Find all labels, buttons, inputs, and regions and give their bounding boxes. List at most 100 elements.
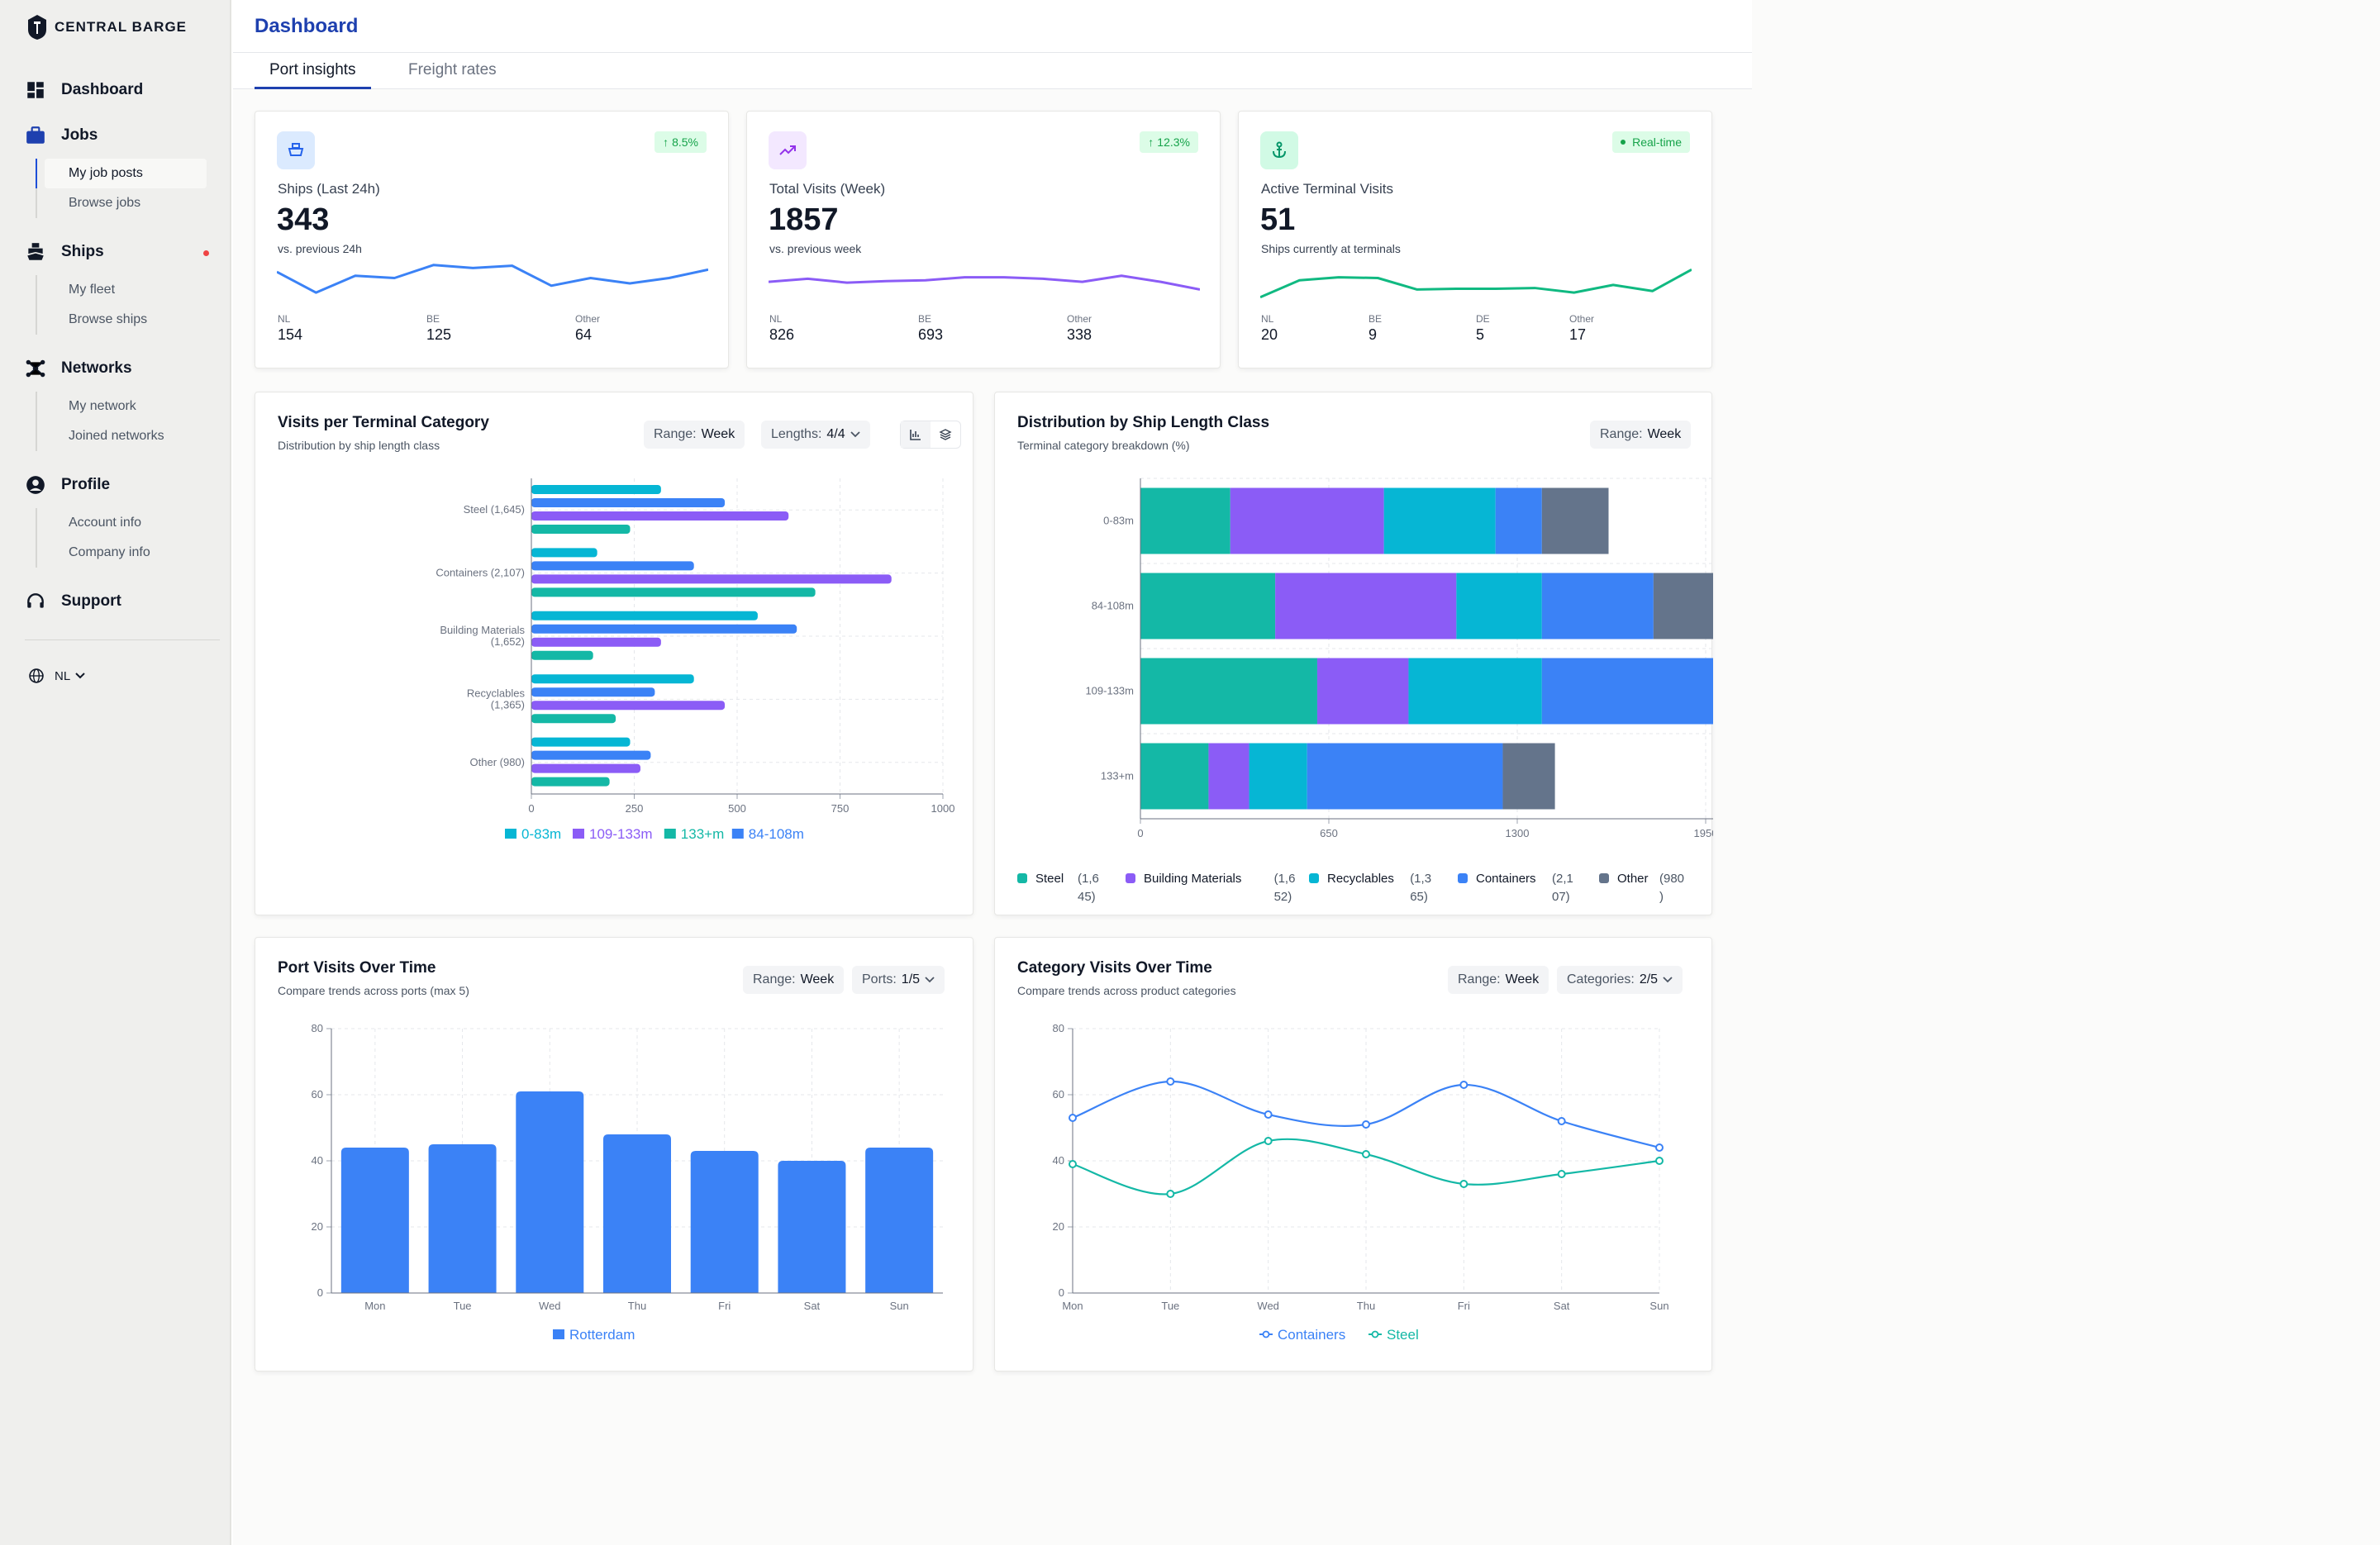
sidebar-item-my-network[interactable]: My network bbox=[69, 399, 136, 413]
range-dropdown[interactable]: Range: Week bbox=[743, 966, 845, 994]
stacked-segment bbox=[1541, 573, 1654, 639]
ports-dropdown[interactable]: Ports: 1/5 bbox=[852, 966, 945, 994]
port-visits-chart: 0 20 40 60 80 Mon Tue Wed Thu Fri Sat Sun Rotterdam bbox=[312, 1022, 943, 1343]
stacked-segment bbox=[1275, 573, 1457, 639]
y-tick-label: 80 bbox=[1053, 1022, 1064, 1034]
x-tick-label: Tue bbox=[454, 1300, 472, 1312]
categories-dropdown[interactable]: Categories: 2/5 bbox=[1557, 966, 1683, 994]
data-point bbox=[1557, 1170, 1566, 1178]
stacked-segment bbox=[1140, 658, 1317, 725]
range-dropdown[interactable]: Range: Week bbox=[1590, 421, 1692, 449]
sidebar-item-joined-networks[interactable]: Joined networks bbox=[69, 429, 164, 443]
data-point bbox=[1069, 1114, 1077, 1122]
x-tick-label: Mon bbox=[1062, 1300, 1083, 1312]
bar bbox=[531, 763, 640, 773]
lengths-dropdown[interactable]: Lengths: 4/4 bbox=[761, 421, 870, 449]
card-subtitle: Compare trends across ports (max 5) bbox=[278, 984, 469, 997]
stacked-segment bbox=[1541, 658, 1713, 725]
bar bbox=[531, 574, 892, 584]
anchor-logo-icon bbox=[28, 15, 46, 40]
stacked-segment bbox=[1495, 487, 1542, 554]
category-visits-chart: 0 20 40 60 80 Mon Tue Wed Thu Fri Sat Sun Containers… bbox=[1053, 1022, 1669, 1343]
tab-port-insights[interactable]: Port insights bbox=[255, 61, 371, 89]
x-tick-label: Fri bbox=[718, 1300, 731, 1312]
nav-ships[interactable]: Ships bbox=[25, 241, 104, 263]
x-tick-label: Sat bbox=[1554, 1300, 1570, 1312]
bar bbox=[531, 750, 651, 760]
legend-label: Other bbox=[1617, 872, 1649, 886]
legend-count: ) bbox=[1659, 890, 1664, 904]
stacked-segment bbox=[1383, 487, 1496, 554]
layers-icon[interactable] bbox=[931, 421, 960, 448]
bar bbox=[531, 511, 789, 521]
x-tick-label: Wed bbox=[539, 1300, 561, 1312]
globe-icon bbox=[29, 668, 44, 683]
y-tick-label: 40 bbox=[312, 1154, 323, 1167]
data-point bbox=[1264, 1110, 1273, 1119]
range-dropdown[interactable]: Range: Week bbox=[644, 421, 745, 449]
sidebar-item-my-fleet[interactable]: My fleet bbox=[69, 283, 116, 297]
sidebar-item-browse-jobs[interactable]: Browse jobs bbox=[69, 196, 141, 210]
sparkline-path bbox=[1260, 268, 1692, 299]
kpi-breakdown-other: Other 17 bbox=[1569, 313, 1595, 343]
language-selector[interactable]: NL bbox=[28, 668, 85, 684]
page-title: Dashboard bbox=[255, 15, 359, 37]
nav-networks[interactable]: Networks bbox=[25, 358, 132, 379]
y-tick-label: 60 bbox=[1053, 1088, 1064, 1101]
sidebar-item-my-job-posts[interactable]: My job posts bbox=[45, 159, 207, 188]
x-tick-label: Thu bbox=[1357, 1300, 1375, 1312]
data-point bbox=[1166, 1077, 1175, 1086]
kpi-breakdown-nl: NL 20 bbox=[1261, 313, 1278, 343]
stacked-segment bbox=[1541, 487, 1609, 554]
x-tick-label: 0 bbox=[528, 802, 534, 815]
sidebar-item-account-info[interactable]: Account info bbox=[69, 516, 142, 530]
card-title: Visits per Terminal Category bbox=[278, 414, 489, 431]
card-title: Category Visits Over Time bbox=[1017, 959, 1212, 977]
sparkline-path bbox=[769, 274, 1200, 291]
x-tick-label: Thu bbox=[628, 1300, 646, 1312]
sparkline bbox=[769, 274, 1200, 291]
y-tick-label: (1,365) bbox=[491, 698, 525, 711]
nav-profile[interactable]: Profile bbox=[25, 474, 110, 496]
visits-per-terminal-chart: 0 250 500 750 1000 Steel (1,645) Containers (2… bbox=[436, 478, 954, 842]
nav-support[interactable]: Support bbox=[25, 591, 121, 612]
sidebar-item-browse-ships[interactable]: Browse ships bbox=[69, 312, 148, 326]
tab-freight-rates[interactable]: Freight rates bbox=[408, 61, 497, 78]
kpi-breakdown-other: Other 338 bbox=[1067, 313, 1092, 343]
series-line bbox=[1072, 1138, 1660, 1196]
y-tick-label: Building Materials bbox=[440, 624, 525, 636]
bar bbox=[778, 1161, 846, 1293]
chevron-down-icon bbox=[925, 977, 935, 983]
data-point bbox=[1459, 1081, 1468, 1089]
sidebar-item-company-info[interactable]: Company info bbox=[69, 545, 150, 559]
network-icon bbox=[26, 359, 45, 378]
nav-jobs[interactable]: Jobs bbox=[25, 125, 98, 146]
x-tick-label: 250 bbox=[626, 802, 644, 815]
legend-count: 45) bbox=[1078, 890, 1096, 904]
y-tick-label: 40 bbox=[1053, 1154, 1064, 1167]
sidebar: CENTRAL BARGE Dashboard Jobs My job post… bbox=[0, 0, 231, 1545]
legend-swatch bbox=[664, 829, 676, 839]
stacked-segment bbox=[1249, 743, 1307, 810]
nav-dashboard[interactable]: Dashboard bbox=[25, 79, 143, 101]
kpi-breakdown-be: BE 693 bbox=[918, 313, 944, 343]
bar-chart-icon[interactable] bbox=[901, 421, 931, 448]
bar bbox=[531, 650, 593, 660]
legend-label: 84-108m bbox=[749, 826, 804, 842]
bar bbox=[531, 737, 631, 747]
bar bbox=[690, 1151, 759, 1293]
brand-logo[interactable]: CENTRAL BARGE bbox=[26, 13, 187, 41]
card-title: Port Visits Over Time bbox=[278, 959, 436, 977]
y-tick-label: 109-133m bbox=[1085, 685, 1134, 697]
legend-count: 52) bbox=[1274, 890, 1292, 904]
x-tick-label: Wed bbox=[1257, 1300, 1279, 1312]
legend-swatch bbox=[1126, 873, 1135, 883]
nav-support-label: Support bbox=[61, 592, 121, 610]
legend-count: (2,1 bbox=[1552, 872, 1573, 886]
range-dropdown[interactable]: Range: Week bbox=[1448, 966, 1549, 994]
visits-per-terminal-card: Visits per Terminal Category Distributio… bbox=[255, 392, 973, 915]
headset-icon bbox=[27, 593, 44, 608]
kpi-card-ships: ↑ 8.5% Ships (Last 24h) 343 vs. previous… bbox=[255, 111, 729, 368]
kpi-breakdown-be: BE 9 bbox=[1368, 313, 1383, 343]
y-tick-label: 60 bbox=[312, 1088, 323, 1101]
